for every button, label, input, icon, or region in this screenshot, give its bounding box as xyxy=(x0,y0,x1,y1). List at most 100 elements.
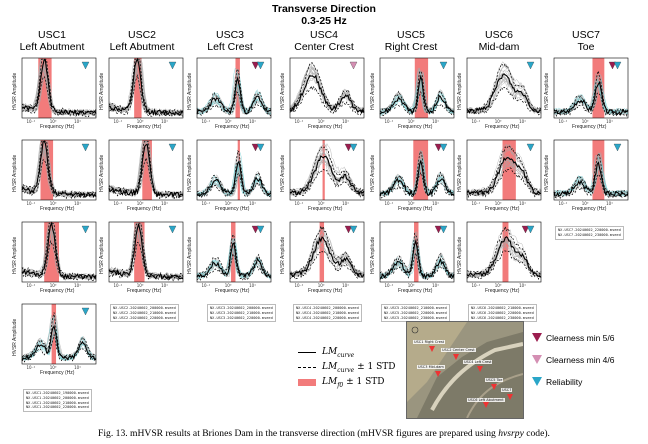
x-tick-label: 10¹ xyxy=(432,119,439,124)
col-title-usc3: USC3 Left Crest xyxy=(207,29,253,53)
reliability-marker xyxy=(613,143,622,152)
window-hvsr-curve xyxy=(466,160,542,197)
plot-frame xyxy=(466,139,542,201)
lm-curve-std-up xyxy=(289,146,365,194)
x-tick-label: 10¹ xyxy=(161,201,168,206)
x-tick-label: 10⁰ xyxy=(495,201,502,206)
hvsr-plot-usc2-row3: 10⁻¹ 10⁰ 10¹ HVSR Amplitude Frequency (Hz) xyxy=(99,221,184,294)
col-title-usc4: USC4 Center Crest xyxy=(294,29,354,53)
x-axis-label: Frequency (Hz) xyxy=(398,124,433,130)
x-axis-label: Frequency (Hz) xyxy=(40,206,75,212)
lm-curve-std-dn xyxy=(108,74,184,118)
x-axis-label: Frequency (Hz) xyxy=(398,288,433,294)
lm-curve-std-dn xyxy=(466,167,542,198)
x-tick-label: 10⁰ xyxy=(408,201,415,206)
hvsr-plot-usc7-row2: 10⁻¹ 10⁰ 10¹ HVSR Amplitude Frequency (Hz) xyxy=(544,139,629,212)
lm-curve xyxy=(21,140,97,198)
map-label-7: USC7 xyxy=(501,388,513,392)
hvsr-plot-usc5-row3: 10⁻¹ 10⁰ 10¹ HVSR Amplitude Frequency (Hz) xyxy=(370,221,455,294)
lm-curve-std-up xyxy=(379,70,455,113)
hvsr-plot-canvas: 10⁻¹ 10⁰ 10¹ xyxy=(553,57,629,124)
hvsr-plot-usc1-row2: 10⁻¹ 10⁰ 10¹ HVSR Amplitude Frequency (Hz) xyxy=(12,139,97,212)
x-tick-label: 10⁻¹ xyxy=(294,201,303,206)
x-tick-label: 10⁰ xyxy=(50,119,57,124)
lm-curve-std-dn xyxy=(289,168,365,198)
lm-curve-std-dn xyxy=(196,253,272,281)
hvsr-plot-usc4-row2: 10⁻¹ 10⁰ 10¹ HVSR Amplitude Frequency (Hz) xyxy=(280,139,365,212)
x-axis-label: Frequency (Hz) xyxy=(308,124,343,130)
x-tick-label: 10⁻¹ xyxy=(113,201,122,206)
lm-curve-std-up xyxy=(196,233,272,278)
window-hvsr-curve xyxy=(21,312,97,360)
lm-curve xyxy=(466,73,542,114)
hvsr-plot-canvas: 10⁻¹ 10⁰ 10¹ xyxy=(196,57,272,124)
window-hvsr-curve xyxy=(466,243,542,280)
reliability-marker xyxy=(168,225,177,234)
clearness-full-marker xyxy=(251,225,260,234)
file-list-usc3: NX.USC3.20240602_200000.mseed NX.USC3.202… xyxy=(207,304,276,323)
x-axis-label: Frequency (Hz) xyxy=(40,124,75,130)
window-hvsr-curve xyxy=(196,170,272,198)
lm-curve-std-dn xyxy=(553,173,629,199)
f0-std-band xyxy=(134,58,142,118)
clearness-full-marker xyxy=(434,225,443,234)
legend-clearness-full: Clearness min 5/6 xyxy=(532,330,644,352)
y-axis-label: HVSR Amplitude xyxy=(370,72,376,110)
y-axis-label: HVSR Amplitude xyxy=(280,72,286,110)
figure-title-line2: 0.3-25 Hz xyxy=(301,15,347,27)
x-tick-label: 10¹ xyxy=(342,201,349,206)
lm-curve-std-dn xyxy=(108,241,184,282)
map-marker-2 xyxy=(453,354,459,360)
plot-frame xyxy=(379,221,455,283)
x-tick-label: 10⁰ xyxy=(582,119,589,124)
hvsr-plot-usc4-row1: 10⁻¹ 10⁰ 10¹ HVSR Amplitude Frequency (Hz) xyxy=(280,57,365,130)
reliability-marker xyxy=(526,225,535,234)
y-axis-label: HVSR Amplitude xyxy=(457,72,463,110)
plot-frame xyxy=(21,57,97,119)
plot-frame xyxy=(21,303,97,365)
legend-dashed-line xyxy=(298,367,316,368)
x-axis-label: Frequency (Hz) xyxy=(215,124,250,130)
x-tick-label: 10¹ xyxy=(74,365,81,370)
lm-curve-std-up xyxy=(553,69,629,114)
clearness-full-marker xyxy=(521,225,530,234)
x-tick-label: 10⁻¹ xyxy=(26,201,35,206)
x-tick-label: 10¹ xyxy=(432,283,439,288)
lm-curve xyxy=(289,236,365,278)
lm-curve xyxy=(466,236,542,278)
y-axis-label: HVSR Amplitude xyxy=(12,236,18,274)
reliability-marker xyxy=(349,225,358,234)
window-hvsr-curve xyxy=(466,162,542,198)
reliability-marker xyxy=(439,225,448,234)
y-axis-label: HVSR Amplitude xyxy=(99,154,105,192)
triangle-down-icon xyxy=(532,333,542,342)
y-axis-label: HVSR Amplitude xyxy=(280,236,286,274)
x-tick-label: 10⁻¹ xyxy=(558,201,567,206)
x-tick-label: 10¹ xyxy=(519,201,526,206)
plot-frame xyxy=(553,57,629,119)
reliability-marker xyxy=(256,61,265,70)
lm-curve-std-dn xyxy=(466,250,542,281)
f0-std-band xyxy=(502,222,509,282)
site-map: USC1 Right Crest USC2 Center Crest USC3 … xyxy=(406,321,524,419)
f0-std-band xyxy=(142,140,152,200)
lm-curve xyxy=(553,80,629,116)
lm-curve xyxy=(379,74,455,116)
map-label-6: USC6 Left Abutment xyxy=(467,398,505,402)
x-tick-label: 10⁻¹ xyxy=(471,119,480,124)
map-marker-1 xyxy=(429,346,435,352)
x-axis-label: Frequency (Hz) xyxy=(485,288,520,294)
x-tick-label: 10⁻¹ xyxy=(201,201,210,206)
x-tick-label: 10¹ xyxy=(161,119,168,124)
x-tick-label: 10⁻¹ xyxy=(471,283,480,288)
map-station-markers xyxy=(429,346,513,408)
legend-lm-f0: LMf0 ± 1 STD xyxy=(298,376,408,391)
reliability-marker xyxy=(613,61,622,70)
criteria-legend: Clearness min 5/6 Clearness min 4/6 Reli… xyxy=(532,330,644,396)
x-axis-label: Frequency (Hz) xyxy=(215,288,250,294)
lm-curve-std-up xyxy=(466,63,542,112)
figure-title-line1: Transverse Direction xyxy=(272,3,376,15)
hvsr-plot-canvas: 10⁻¹ 10⁰ 10¹ xyxy=(21,57,97,124)
x-tick-label: 10⁻¹ xyxy=(113,119,122,124)
hvsr-plot-usc2-row1: 10⁻¹ 10⁰ 10¹ HVSR Amplitude Frequency (Hz) xyxy=(99,57,184,130)
